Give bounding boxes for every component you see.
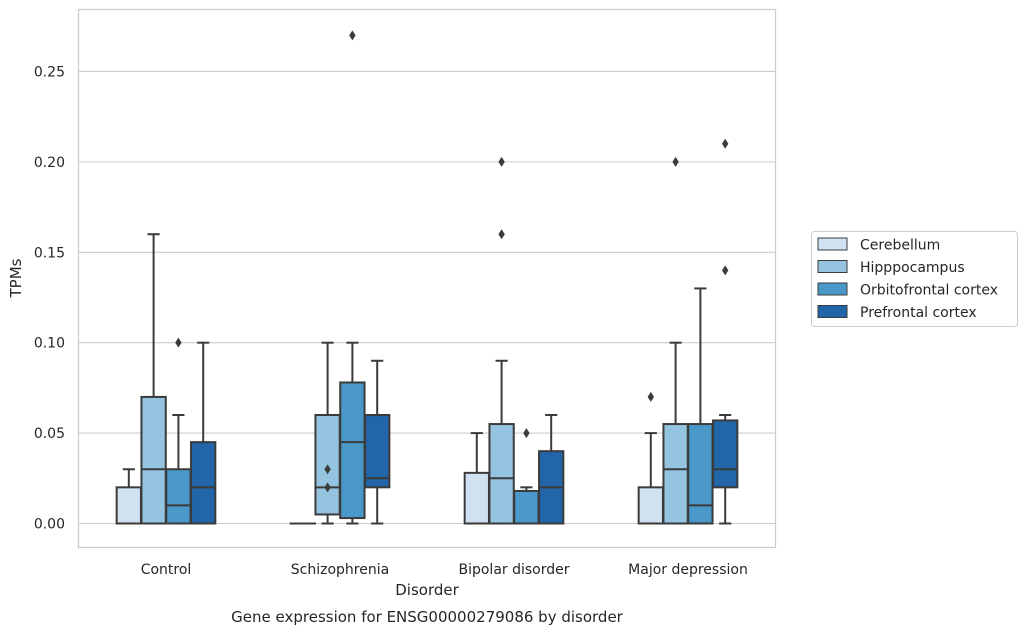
box-cerebellum [117, 469, 141, 523]
box-hipppocampus [489, 157, 513, 524]
box-body [166, 469, 190, 523]
y-tick-label: 0.05 [34, 426, 65, 442]
outlier-point [498, 229, 504, 239]
outlier-point [722, 265, 728, 275]
x-tick-label: Schizophrenia [291, 562, 389, 578]
box-hipppocampus [315, 343, 339, 524]
box-orbitofrontal-cortex [340, 30, 364, 523]
x-tick-label: Major depression [628, 562, 748, 578]
legend: Cerebellum Hipppocampus Orbitofrontal cort… [812, 232, 1018, 327]
legend-label: Prefrontal cortex [860, 305, 977, 321]
x-tick-labels: Control Schizophrenia Bipolar disorder Majo… [141, 562, 748, 578]
legend-swatch [818, 306, 847, 318]
legend-label: Hipppocampus [860, 260, 965, 276]
legend-swatch [818, 261, 847, 273]
box-hipppocampus [663, 157, 687, 524]
y-axis-label: TPMs [7, 258, 25, 298]
box-cerebellum [639, 392, 663, 524]
x-tick-label: Bipolar disorder [458, 562, 569, 578]
outlier-point [523, 428, 529, 438]
legend-swatch [818, 283, 847, 295]
box-prefrontal-cortex [365, 361, 389, 524]
box-orbitofrontal-cortex [688, 288, 712, 523]
box-body [191, 442, 215, 523]
y-tick-label: 0.10 [34, 336, 65, 352]
legend-label: Orbitofrontal cortex [860, 283, 998, 299]
box-cerebellum [465, 433, 489, 523]
box-body [465, 473, 489, 524]
x-tick-label: Control [141, 562, 192, 578]
y-tick-label: 0.20 [34, 155, 65, 171]
box-orbitofrontal-cortex [166, 338, 190, 524]
y-tick-label: 0.25 [34, 64, 65, 80]
box-orbitofrontal-cortex [514, 428, 538, 523]
box-body [639, 487, 663, 523]
legend-swatch [818, 238, 847, 250]
chart-caption: Gene expression for ENSG00000279086 by d… [231, 608, 624, 626]
outlier-point [349, 30, 355, 40]
box-body [117, 487, 141, 523]
box-body [489, 424, 513, 523]
outlier-point [498, 157, 504, 167]
y-tick-label: 0.15 [34, 245, 65, 261]
legend-label: Cerebellum [860, 238, 940, 254]
y-tick-labels: 0.00 0.05 0.10 0.15 0.20 0.25 [34, 64, 65, 532]
box-body [340, 382, 364, 518]
box-prefrontal-cortex [713, 139, 737, 524]
box-body [141, 397, 165, 524]
box-prefrontal-cortex [539, 415, 563, 523]
x-axis-label: Disorder [395, 581, 459, 599]
box-hipppocampus [141, 234, 165, 523]
outlier-point [672, 157, 678, 167]
outlier-point [175, 338, 181, 348]
box-body [514, 491, 538, 524]
box-body [688, 424, 712, 523]
outlier-point [648, 392, 654, 402]
outlier-point [722, 139, 728, 149]
box-body [713, 420, 737, 487]
boxes [117, 30, 738, 523]
y-tick-label: 0.00 [34, 516, 65, 532]
box-body [365, 415, 389, 487]
box-body [663, 424, 687, 523]
